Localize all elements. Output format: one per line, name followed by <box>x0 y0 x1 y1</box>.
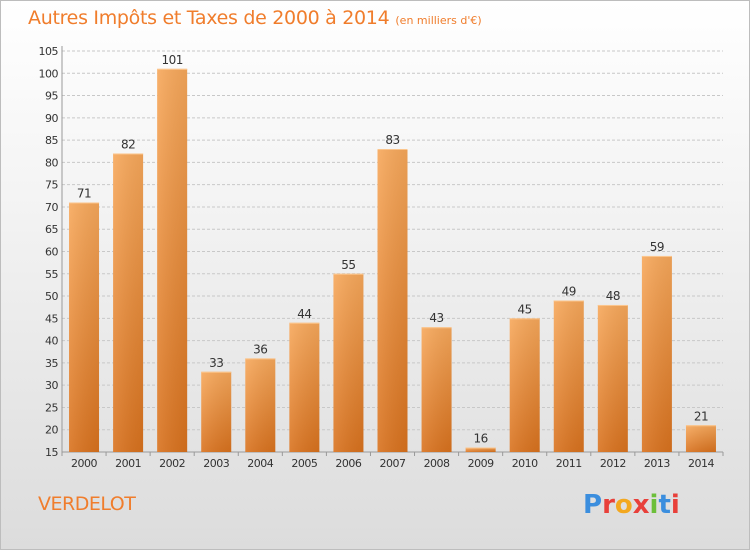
x-tick-label: 2002 <box>159 457 185 470</box>
data-label: 21 <box>694 409 708 423</box>
bar-shade-2000 <box>69 202 100 452</box>
bar-shade-2002 <box>157 68 188 453</box>
data-label: 71 <box>77 186 91 200</box>
x-tick-label: 2001 <box>115 457 141 470</box>
logo-letter: x <box>632 490 650 520</box>
data-label: 33 <box>209 356 223 370</box>
x-tick-label: 2004 <box>247 457 273 470</box>
logo-letter: i <box>649 490 659 520</box>
y-tick-label: 45 <box>45 312 58 325</box>
y-tick-label: 80 <box>45 156 58 169</box>
unit-label: (en milliers d'€) <box>395 14 482 27</box>
x-tick-label: 2013 <box>644 457 670 470</box>
bar-shade-2014 <box>685 425 716 452</box>
bars <box>69 68 716 453</box>
bar-shade-2009 <box>465 447 496 452</box>
y-tick-label: 100 <box>39 67 59 80</box>
x-tick-label: 2007 <box>380 457 406 470</box>
data-label: 55 <box>341 258 355 272</box>
bar-shade-2012 <box>597 304 628 452</box>
y-tick-label: 35 <box>45 357 58 370</box>
y-tick-label: 105 <box>39 45 59 58</box>
bar-shade-2007 <box>377 149 408 452</box>
chart-title-row: Autres Impôts et Taxes de 2000 à 2014 (en… <box>28 7 482 29</box>
y-tick-label: 65 <box>45 223 58 236</box>
logo-letter: r <box>602 490 615 520</box>
bar-shade-2005 <box>289 322 320 452</box>
y-tick-label: 85 <box>45 134 58 147</box>
logo-letter: P <box>583 490 603 520</box>
x-tick-label: 2006 <box>335 457 361 470</box>
bar-shade-2001 <box>113 153 144 452</box>
y-tick-label: 30 <box>45 379 58 392</box>
x-tick-label: 2009 <box>468 457 494 470</box>
proxiti-logo[interactable]: Proxiti <box>583 490 680 520</box>
axes: 15 20 25 30 35 40 45 50 55 60 65 70 75 80 85 90 95 100 105… <box>39 45 724 470</box>
data-label: 48 <box>606 289 620 303</box>
x-tick-label: 2010 <box>512 457 538 470</box>
y-tick-label: 60 <box>45 246 58 259</box>
chart-title: Autres Impôts et Taxes de 2000 à 2014 <box>28 7 390 29</box>
data-label: 44 <box>297 307 311 321</box>
y-tick-label: 75 <box>45 179 58 192</box>
data-label: 59 <box>650 240 664 254</box>
logo-letter: o <box>614 490 633 520</box>
data-label: 83 <box>385 133 399 147</box>
x-tick-label: 2012 <box>600 457 626 470</box>
bar-shade-2003 <box>201 371 232 452</box>
x-tick-label: 2008 <box>424 457 450 470</box>
data-label: 43 <box>429 311 443 325</box>
x-tick-label: 2000 <box>71 457 97 470</box>
commune-name: VERDELOT <box>38 493 136 515</box>
y-tick-label: 40 <box>45 335 58 348</box>
logo-letter: i <box>670 490 680 520</box>
data-label: 36 <box>253 342 267 356</box>
data-label: 49 <box>562 285 576 299</box>
bar-shade-2004 <box>245 358 276 452</box>
data-labels: 71 82 101 33 36 44 55 83 43 16 45 49 48 59 21 <box>77 53 709 446</box>
data-label: 45 <box>518 302 532 316</box>
y-tick-label: 95 <box>45 90 58 103</box>
bar-shade-2013 <box>641 255 672 452</box>
data-label: 101 <box>161 53 182 67</box>
logo-letter: t <box>658 490 671 520</box>
bar-shade-2008 <box>421 327 452 452</box>
x-tick-label: 2003 <box>203 457 229 470</box>
x-tick-label: 2014 <box>688 457 714 470</box>
bar-shade-2006 <box>333 273 364 452</box>
x-tick-label: 2005 <box>291 457 317 470</box>
y-tick-label: 55 <box>45 268 58 281</box>
data-label: 82 <box>121 137 135 151</box>
y-tick-label: 90 <box>45 112 58 125</box>
bar-shade-2011 <box>553 300 584 452</box>
data-label: 16 <box>473 432 487 446</box>
y-tick-label: 20 <box>45 424 58 437</box>
y-tick-label: 25 <box>45 401 58 414</box>
y-tick-label: 70 <box>45 201 58 214</box>
x-tick-label: 2011 <box>556 457 582 470</box>
bar-shade-2010 <box>509 318 540 452</box>
y-tick-label: 50 <box>45 290 58 303</box>
y-tick-label: 15 <box>45 446 58 459</box>
